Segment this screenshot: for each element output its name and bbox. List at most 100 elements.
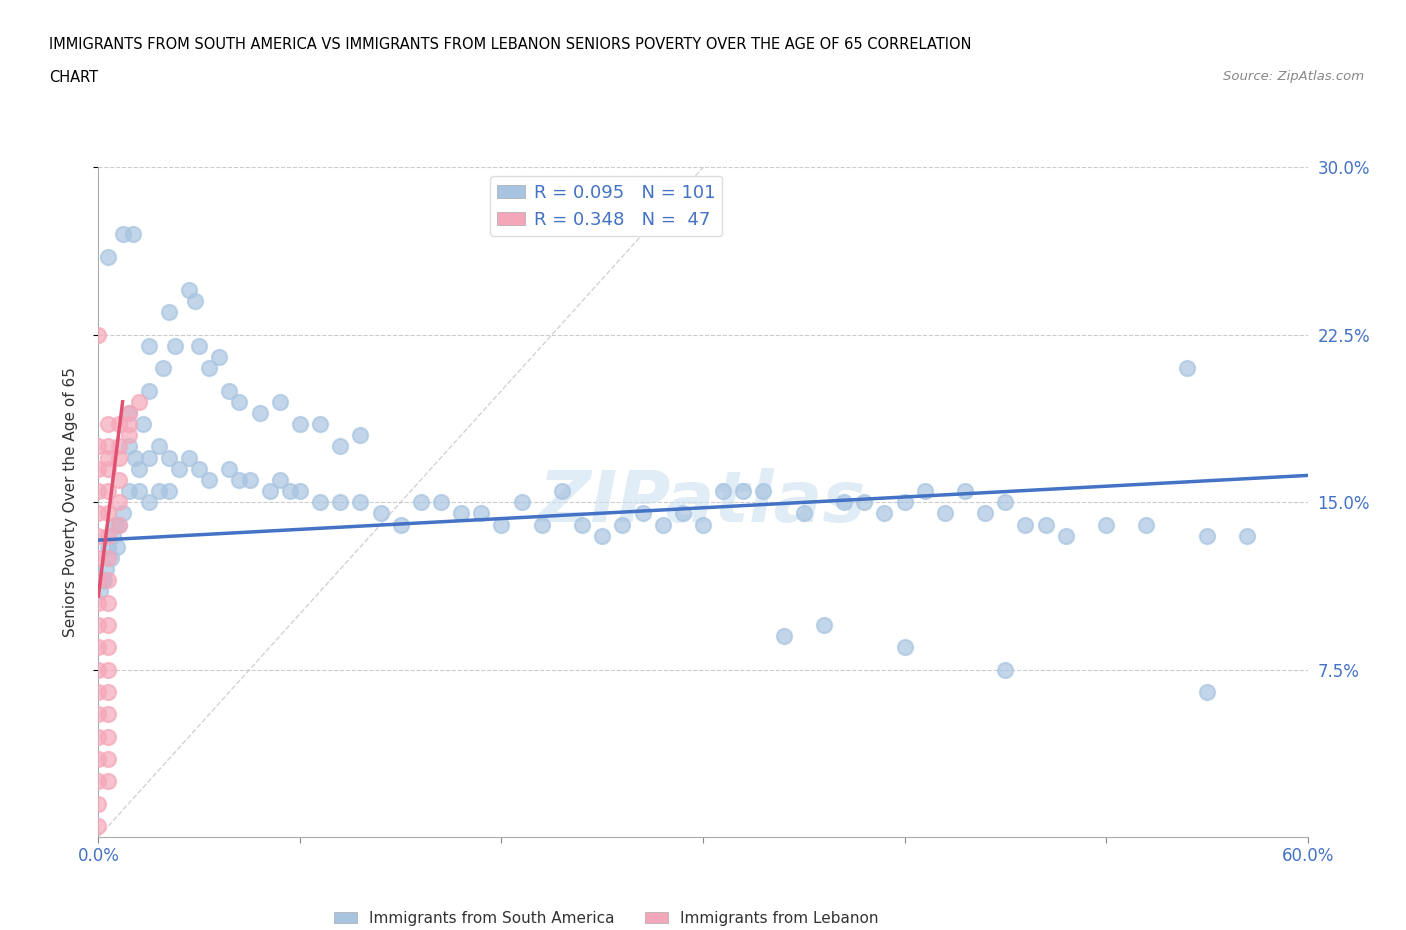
Point: [733, 484, 755, 498]
Point: [87, 729, 110, 744]
Point: [793, 506, 815, 521]
Point: [128, 461, 150, 476]
Point: [269, 472, 291, 487]
Point: [87, 439, 110, 454]
Point: [530, 517, 553, 532]
Point: [218, 461, 240, 476]
Point: [953, 484, 976, 498]
Point: [510, 495, 533, 510]
Point: [329, 439, 352, 454]
Point: [105, 539, 128, 554]
Point: [97, 751, 120, 766]
Point: [994, 662, 1017, 677]
Point: [97, 249, 120, 264]
Point: [208, 350, 231, 365]
Point: [118, 428, 141, 443]
Point: [491, 517, 513, 532]
Point: [87, 618, 110, 632]
Point: [87, 796, 110, 811]
Point: [93, 573, 115, 588]
Point: [893, 640, 915, 655]
Point: [97, 506, 120, 521]
Point: [97, 684, 120, 699]
Point: [470, 506, 492, 521]
Point: [239, 472, 262, 487]
Y-axis label: Seniors Poverty Over the Age of 65: Seniors Poverty Over the Age of 65: [63, 367, 77, 637]
Point: [1014, 517, 1036, 532]
Point: [100, 551, 122, 565]
Point: [1236, 528, 1258, 543]
Point: [87, 662, 110, 677]
Point: [752, 484, 775, 498]
Point: [128, 394, 150, 409]
Point: [107, 495, 129, 510]
Text: ZIPatlas: ZIPatlas: [540, 468, 866, 537]
Point: [97, 439, 120, 454]
Point: [97, 528, 120, 543]
Text: CHART: CHART: [49, 70, 98, 85]
Point: [97, 774, 120, 789]
Point: [1054, 528, 1077, 543]
Point: [288, 484, 311, 498]
Point: [309, 495, 332, 510]
Point: [107, 517, 129, 532]
Point: [97, 618, 120, 632]
Point: [163, 339, 186, 353]
Point: [914, 484, 936, 498]
Point: [1095, 517, 1118, 532]
Point: [228, 472, 250, 487]
Point: [103, 517, 125, 532]
Point: [97, 662, 120, 677]
Point: [188, 339, 211, 353]
Point: [87, 818, 110, 833]
Point: [124, 450, 146, 465]
Point: [1175, 361, 1198, 376]
Point: [87, 573, 110, 588]
Point: [89, 584, 111, 599]
Point: [107, 450, 129, 465]
Point: [571, 517, 593, 532]
Point: [259, 484, 281, 498]
Point: [1135, 517, 1157, 532]
Point: [179, 283, 201, 298]
Point: [349, 495, 371, 510]
Point: [349, 428, 371, 443]
Point: [309, 417, 332, 432]
Point: [711, 484, 734, 498]
Point: [87, 595, 110, 610]
Point: [974, 506, 997, 521]
Point: [97, 640, 120, 655]
Point: [994, 495, 1017, 510]
Point: [389, 517, 412, 532]
Point: [167, 461, 190, 476]
Point: [1195, 528, 1218, 543]
Point: [97, 417, 120, 432]
Point: [97, 595, 120, 610]
Point: [87, 461, 110, 476]
Point: [97, 707, 120, 722]
Point: [138, 383, 160, 398]
Point: [228, 394, 250, 409]
Point: [157, 450, 180, 465]
Point: [370, 506, 392, 521]
Point: [87, 751, 110, 766]
Point: [118, 405, 141, 420]
Point: [157, 305, 180, 320]
Point: [853, 495, 876, 510]
Point: [87, 551, 110, 565]
Point: [873, 506, 896, 521]
Point: [107, 439, 129, 454]
Point: [87, 528, 110, 543]
Point: [893, 495, 915, 510]
Point: [91, 573, 114, 588]
Point: [97, 461, 120, 476]
Point: [97, 573, 120, 588]
Point: [87, 640, 110, 655]
Point: [269, 394, 291, 409]
Point: [179, 450, 201, 465]
Point: [430, 495, 453, 510]
Point: [631, 506, 654, 521]
Point: [111, 227, 134, 242]
Point: [101, 528, 124, 543]
Point: [184, 294, 207, 309]
